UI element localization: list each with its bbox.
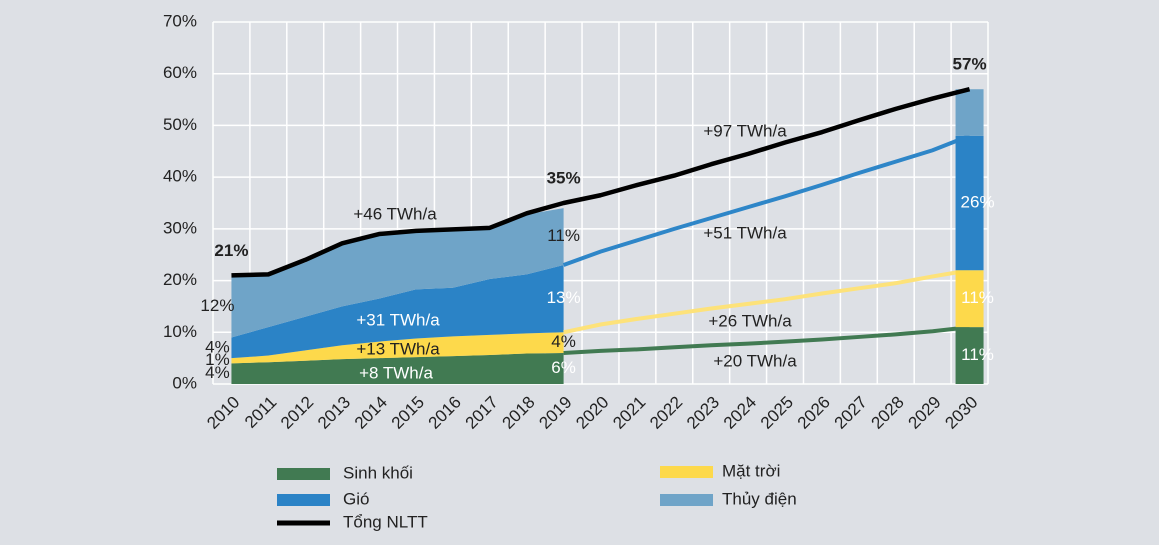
value-label: 13% — [547, 288, 581, 307]
annotation: +46 TWh/a — [353, 204, 437, 223]
area — [231, 352, 564, 384]
value-label: 6% — [551, 358, 576, 377]
annotation: +51 TWh/a — [703, 223, 787, 242]
y-tick-label: 20% — [163, 270, 197, 289]
total-line — [231, 87, 971, 278]
annotation: +20 TWh/a — [713, 351, 797, 370]
legend-label: Gió — [343, 489, 369, 508]
projection-line — [563, 325, 970, 355]
bar — [955, 135, 984, 271]
bar — [955, 270, 984, 328]
legend-label: Tổng NLTT — [343, 512, 428, 531]
total-label: 57% — [953, 55, 987, 74]
legend-swatch — [660, 494, 713, 506]
legend-label: Sinh khối — [343, 463, 413, 482]
annotation: +97 TWh/a — [703, 121, 787, 140]
bar — [955, 89, 984, 136]
legend-swatch — [660, 466, 713, 478]
total-label: 35% — [547, 168, 581, 187]
annotation: +26 TWh/a — [708, 311, 792, 330]
y-tick-label: 70% — [163, 11, 197, 30]
value-label: 1% — [205, 350, 230, 369]
annotation: +8 TWh/a — [359, 363, 433, 382]
value-label: 4% — [205, 337, 230, 356]
legend-label: Thủy điện — [722, 489, 797, 508]
y-tick-label: 40% — [163, 167, 197, 186]
annotation: +13 TWh/a — [356, 339, 440, 358]
area — [231, 208, 564, 338]
y-tick-label: 0% — [172, 373, 197, 392]
bar — [955, 327, 984, 384]
value-label: 12% — [200, 296, 234, 315]
value-label: 11% — [547, 226, 580, 245]
y-tick-label: 50% — [163, 115, 197, 134]
area — [231, 332, 564, 364]
annotation: +31 TWh/a — [356, 310, 440, 329]
y-tick-label: 60% — [163, 63, 197, 82]
projection-line — [562, 133, 971, 267]
value-label: 26% — [961, 192, 995, 211]
y-tick-label: 30% — [163, 218, 197, 237]
total-label: 21% — [214, 241, 248, 260]
value-label: 11% — [961, 345, 994, 364]
legend-swatch — [277, 468, 330, 480]
area — [231, 265, 564, 359]
value-label: 4% — [551, 332, 576, 351]
projection-line — [563, 268, 970, 335]
value-label: 11% — [961, 288, 994, 307]
value-label: 4% — [205, 363, 230, 382]
y-tick-label: 10% — [163, 322, 197, 341]
legend-swatch — [277, 494, 330, 506]
legend-label: Mặt trời — [722, 461, 780, 480]
